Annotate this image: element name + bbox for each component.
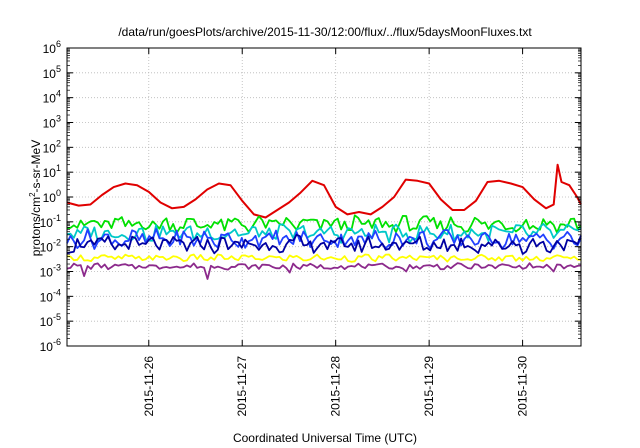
y-tick-label: 102 [43, 138, 61, 155]
series-line-5 [66, 233, 582, 255]
series-line-6 [66, 253, 582, 263]
y-tick-label: 103 [43, 114, 61, 131]
x-tick-label: 2015-11-26 [142, 356, 156, 417]
y-tick-label: 10-4 [40, 287, 61, 304]
series-group [66, 163, 582, 280]
y-axis-label-superscript: 2 [28, 192, 37, 197]
chart-title: /data/run/goesPlots/archive/2015-11-30/1… [118, 25, 532, 39]
x-tick-label: 2015-11-30 [516, 356, 530, 417]
y-tick-label: 10-5 [40, 312, 61, 329]
y-tick-label: 10-2 [40, 238, 61, 255]
series-line-7 [66, 262, 582, 280]
x-axis-label: Coordinated Universal Time (UTC) [233, 431, 417, 445]
y-tick-label: 10-6 [40, 337, 61, 354]
y-tick-label: 10-1 [40, 213, 61, 230]
grid [67, 48, 581, 346]
plot-frame [66, 47, 582, 347]
x-tick-label: 2015-11-28 [329, 356, 343, 417]
series-line-2 [66, 214, 582, 235]
y-tick-label: 101 [43, 163, 61, 180]
y-tick-label: 100 [43, 188, 61, 205]
y-axis-label-part: protons/cm [29, 197, 43, 256]
series-line-1 [66, 163, 582, 219]
y-tick-label: 106 [43, 39, 61, 56]
x-tick-group: 2015-11-26 2015-11-27 2015-11-28 2015-11-29… [142, 48, 530, 417]
y-tick-group: 10-6 10-5 10-4 10-3 10-2 10-1 100 101 102 103 104 1… [40, 39, 581, 354]
y-tick-label: 10-3 [40, 263, 61, 280]
x-tick-label: 2015-11-27 [235, 356, 249, 417]
x-tick-label: 2015-11-29 [422, 356, 436, 417]
y-tick-label: 104 [43, 89, 61, 106]
series-line-3 [66, 222, 582, 244]
y-axis-label: protons/cm2-s-sr-MeV [28, 140, 43, 256]
y-tick-label: 105 [43, 64, 61, 81]
y-axis-label-part: -s-sr-MeV [29, 140, 43, 193]
